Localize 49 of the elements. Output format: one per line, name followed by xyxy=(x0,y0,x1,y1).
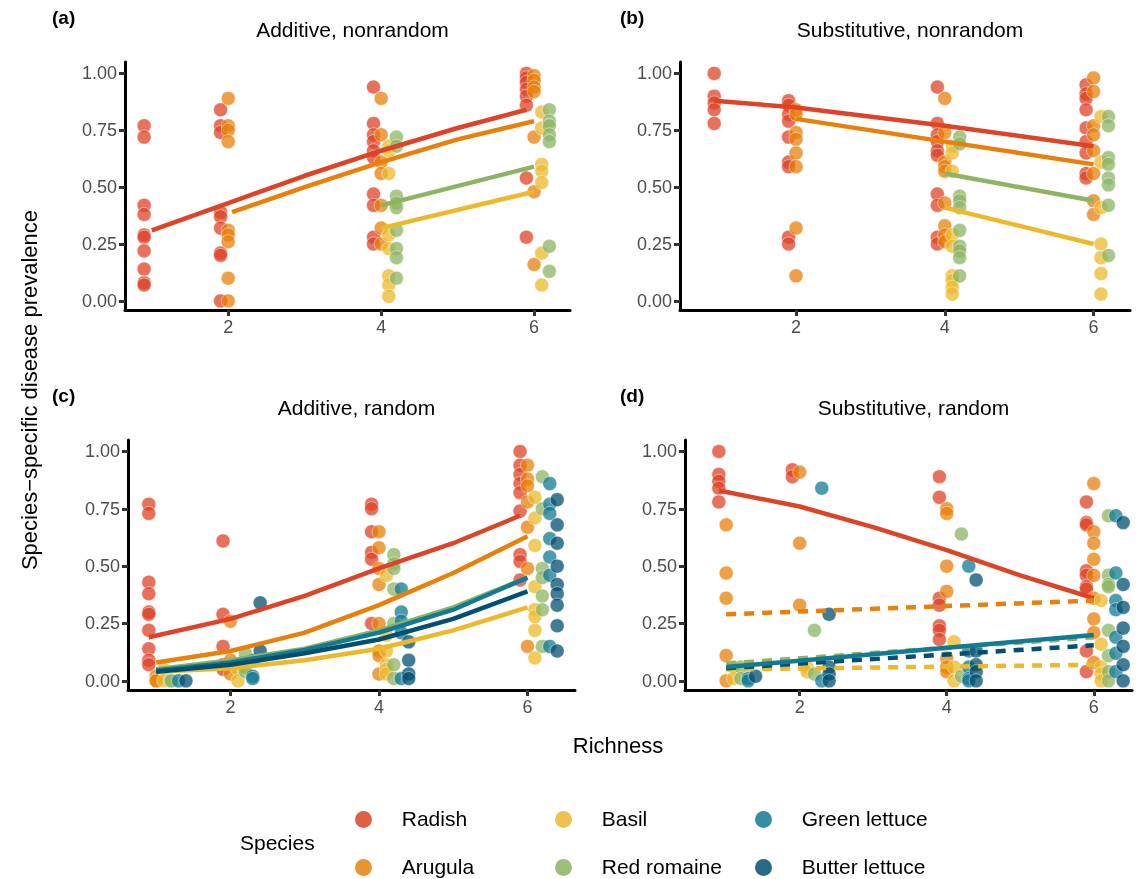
y-tick-label: 0.00 xyxy=(636,290,672,311)
x-axis-title: Richness xyxy=(572,733,664,759)
y-tick-label: 0.25 xyxy=(641,613,677,634)
y-tick-label: 0.25 xyxy=(636,234,672,255)
y-tick-label: 0.75 xyxy=(84,498,120,519)
y-tick-label: 0.50 xyxy=(81,177,117,198)
text: (a) xyxy=(52,7,76,28)
x-tick-label: 4 xyxy=(941,697,952,717)
x-tick-label: 2 xyxy=(225,697,236,717)
x-tick-label: 4 xyxy=(376,317,387,337)
chart-title: Additive, nonrandom xyxy=(256,18,449,41)
y-tick-label: 0.25 xyxy=(81,234,117,255)
x-tick-label: 4 xyxy=(373,697,384,717)
y-tick-label: 1.00 xyxy=(641,441,677,462)
text: (d) xyxy=(620,385,645,406)
x-tick-label: 2 xyxy=(794,697,805,717)
chart-title: Substitutive, nonrandom xyxy=(796,18,1024,41)
y-axis-title: Species−specific disease prevalence xyxy=(17,209,43,571)
text: (b) xyxy=(620,7,645,28)
chart-title: Additive, random xyxy=(277,396,436,419)
legend-label: Red romaine xyxy=(601,855,722,879)
y-tick-label: 0.75 xyxy=(636,120,672,141)
x-tick-label: 2 xyxy=(223,317,234,337)
y-tick-label: 0.75 xyxy=(641,498,677,519)
y-tick-label: 0.50 xyxy=(84,556,120,577)
legend-title: Species xyxy=(240,831,315,855)
y-tick-label: 0.00 xyxy=(81,290,117,311)
y-tick-label: 0.75 xyxy=(81,120,117,141)
y-tick-label: 0.50 xyxy=(641,556,677,577)
x-tick-label: 6 xyxy=(529,317,540,337)
legend-label: Radish xyxy=(401,807,468,831)
x-tick-label: 6 xyxy=(1088,317,1099,337)
y-tick-label: 1.00 xyxy=(84,441,120,462)
legend-label: Green lettuce xyxy=(801,807,928,831)
y-tick-label: 0.50 xyxy=(636,177,672,198)
x-tick-label: 6 xyxy=(1088,697,1099,717)
y-tick-label: 1.00 xyxy=(636,63,672,84)
y-tick-label: 0.00 xyxy=(641,670,677,691)
x-tick-label: 6 xyxy=(522,697,533,717)
y-tick-label: 0.25 xyxy=(84,613,120,634)
chart-title: Substitutive, random xyxy=(817,396,1010,419)
legend-label: Arugula xyxy=(401,855,475,879)
y-tick-label: 0.00 xyxy=(84,670,120,691)
legend-label: Butter lettuce xyxy=(801,855,926,879)
x-tick-label: 2 xyxy=(791,317,802,337)
text: (c) xyxy=(52,385,76,406)
y-tick-label: 1.00 xyxy=(81,63,117,84)
legend-label: Basil xyxy=(601,807,648,831)
x-tick-label: 4 xyxy=(939,317,950,337)
